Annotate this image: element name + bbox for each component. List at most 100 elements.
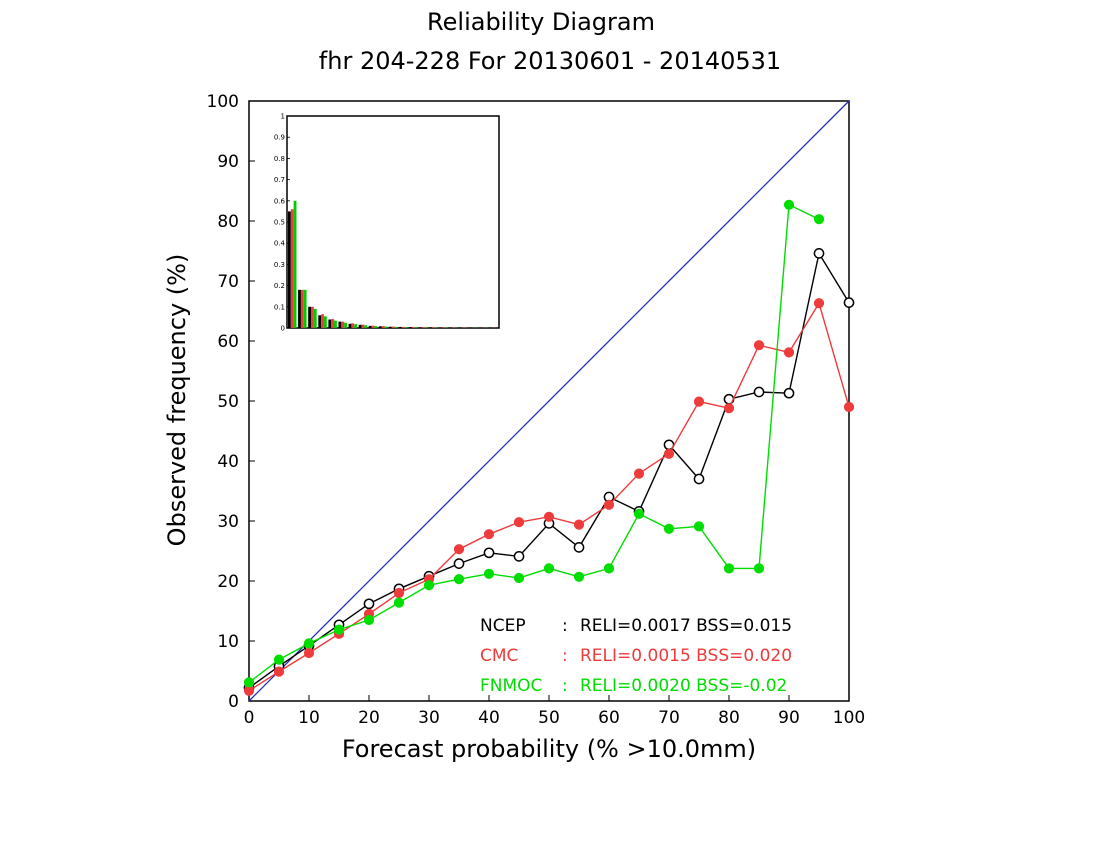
ncep-inset-bar [348, 323, 352, 328]
inset-y-tick-label: 0.4 [274, 240, 286, 248]
fnmoc-point [453, 574, 465, 585]
cmc-point [753, 340, 765, 351]
cmc-point [513, 517, 525, 528]
x-axis: 0 10 20 30 40 50 60 70 80 90 100 [244, 695, 865, 728]
y-tick-label: 80 [217, 212, 239, 232]
legend-stats: RELI=0.0015 BSS=0.020 [580, 646, 792, 666]
fnmoc-point [273, 654, 285, 665]
ncep-point [363, 598, 375, 610]
fnmoc-point [633, 508, 645, 519]
cmc-inset-bar [401, 326, 405, 328]
cmc-point [693, 396, 705, 407]
fnmoc-series-line [248, 203, 820, 683]
inset-y-tick-label: 0.5 [274, 219, 285, 227]
fnmoc-point [243, 677, 255, 688]
legend: NCEP: RELI=0.0017 BSS=0.015 CMC: RELI=0.001… [480, 616, 792, 696]
fnmoc-point [513, 572, 525, 584]
inset-y-tick-label: 0.1 [274, 303, 285, 311]
ncep-inset-bar [338, 321, 342, 328]
legend-separator: : [562, 676, 568, 696]
legend-separator: : [562, 646, 568, 666]
y-tick-label: 50 [217, 392, 239, 412]
cmc-inset-bar [341, 321, 345, 328]
perfect-reliability-line [248, 100, 850, 702]
fnmoc-inset-bar [293, 200, 297, 328]
y-tick-label: 0 [228, 692, 239, 712]
y-tick-label: 100 [207, 92, 239, 112]
y-tick-label: 30 [217, 512, 239, 532]
fnmoc-inset-bar [424, 327, 428, 328]
cmc-point [453, 544, 465, 555]
fnmoc-point [303, 638, 315, 649]
y-axis-label: Observed frequency (%) [163, 254, 191, 547]
y-tick-label: 10 [217, 632, 239, 652]
fnmoc-point [543, 563, 555, 574]
y-tick-label: 60 [217, 332, 239, 352]
fnmoc-point [363, 614, 375, 626]
cmc-point [273, 666, 285, 677]
cmc-inset-bar [432, 327, 435, 328]
legend-name: CMC [480, 646, 518, 666]
x-tick-label: 10 [298, 708, 320, 728]
ncep-inset-bar [368, 325, 372, 328]
ncep-inset-bar [298, 289, 301, 328]
ncep-point [483, 547, 495, 559]
ncep-point [813, 248, 825, 259]
cmc-point [843, 401, 855, 413]
fnmoc-inset-bar [303, 289, 307, 328]
ncep-point [513, 551, 525, 562]
fnmoc-inset-bar [374, 326, 378, 328]
fnmoc-inset-bar [344, 322, 347, 328]
cmc-inset-bar [351, 323, 355, 328]
x-tick-label: 70 [658, 708, 680, 728]
cmc-point [393, 587, 405, 599]
legend-name: NCEP [480, 616, 526, 636]
legend-name: FNMOC [480, 676, 542, 696]
cmc-point [483, 529, 495, 540]
x-tick-label: 20 [358, 708, 380, 728]
x-axis-label: Forecast probability (% >10.0mm) [342, 735, 756, 763]
ncep-point [753, 386, 765, 398]
ncep-point [783, 387, 795, 399]
ncep-inset-bar [399, 326, 402, 328]
ncep-inset-bar [419, 327, 423, 328]
fnmoc-point [663, 523, 675, 534]
legend-stats: RELI=0.0017 BSS=0.015 [580, 616, 792, 636]
ncep-inset-bar [378, 326, 382, 328]
inset-y-tick-label: 0.7 [274, 176, 285, 184]
x-tick-label: 50 [538, 708, 560, 728]
y-tick-label: 70 [217, 272, 239, 292]
ncep-inset-bar [358, 324, 362, 328]
cmc-point [663, 448, 675, 459]
legend-separator: : [562, 616, 568, 636]
x-tick-label: 80 [718, 708, 740, 728]
ncep-inset-bar [388, 326, 392, 328]
x-tick-label: 30 [418, 708, 440, 728]
ncep-inset-bar [288, 211, 291, 328]
inset-bars [288, 200, 496, 328]
fnmoc-point [393, 597, 405, 608]
inset-frame [286, 115, 500, 329]
ncep-point [573, 542, 585, 553]
cmc-point [543, 511, 555, 522]
fnmoc-inset-bar [414, 327, 418, 328]
inset-histogram: 0 0.1 0.2 0.3 0.4 0.5 0.6 0.7 0.8 0.9 1 [274, 113, 500, 333]
fnmoc-inset-bar [364, 325, 368, 328]
fnmoc-point [723, 563, 735, 574]
inset-y-tick-label: 0.6 [274, 197, 286, 205]
cmc-point [303, 647, 315, 659]
inset-y-tick-label: 0.3 [274, 261, 285, 269]
ncep-point [843, 297, 855, 308]
cmc-point [723, 403, 735, 414]
ncep-inset-bar [308, 306, 312, 328]
fnmoc-point [423, 580, 435, 591]
cmc-inset-bar [391, 326, 395, 328]
cmc-inset-bar [311, 306, 314, 328]
inset-y-tick-label: 0.8 [274, 155, 285, 163]
series-layer [243, 199, 855, 696]
cmc-point [633, 468, 645, 479]
inset-y-tick-label: 0.9 [274, 134, 285, 142]
x-tick-label: 0 [244, 708, 255, 728]
fnmoc-point [333, 624, 345, 635]
chart-title: Reliability Diagram [427, 8, 655, 36]
